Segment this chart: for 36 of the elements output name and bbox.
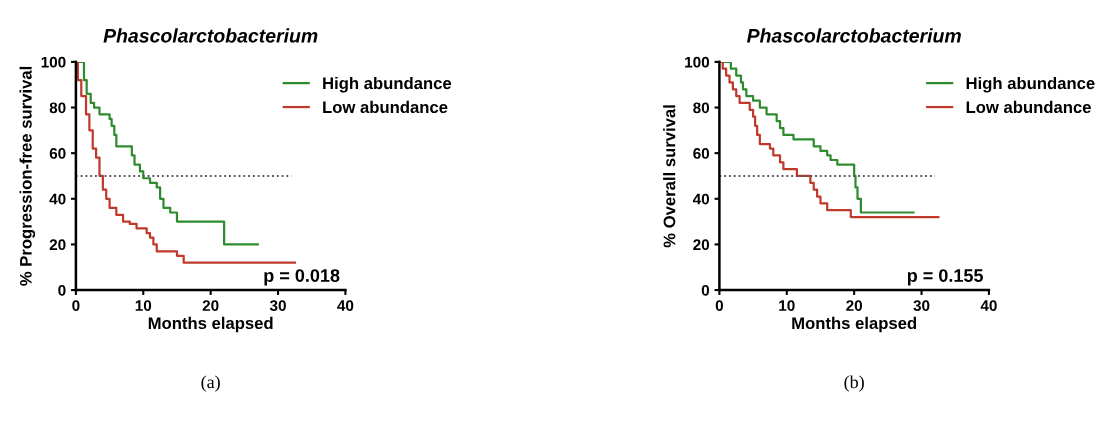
y-tick-label: 100 xyxy=(41,56,66,68)
annotation: p = 0.155 xyxy=(907,269,984,286)
y-tick-label: 0 xyxy=(58,284,66,296)
annotation: p = 0.018 xyxy=(264,269,340,286)
chart-title: Phascolarctobacterium xyxy=(746,28,961,43)
x-tick-label: 20 xyxy=(202,300,219,312)
legend-label: High abundance xyxy=(966,76,1095,93)
y-axis-title: % Overall survival xyxy=(663,105,676,248)
y-tick-label: 20 xyxy=(693,239,710,251)
y-tick-label: 20 xyxy=(49,239,66,251)
x-tick-label: 10 xyxy=(135,300,152,312)
y-tick-label: 80 xyxy=(49,102,66,114)
x-axis-title: Months elapsed xyxy=(148,316,273,333)
x-tick-label: 0 xyxy=(715,300,724,312)
text: (a) xyxy=(201,375,220,392)
y-tick-label: 60 xyxy=(693,148,710,159)
y-tick-label: 40 xyxy=(692,193,710,205)
y-tick-label: 60 xyxy=(49,148,66,159)
chart-title: Phascolarctobacterium xyxy=(103,28,318,43)
y-axis-title: % Progression-free survival xyxy=(19,66,36,286)
x-tick-label: 30 xyxy=(913,300,930,312)
legend-label: High abundance xyxy=(323,76,452,93)
x-axis-title: Months elapsed xyxy=(792,316,917,333)
x-tick-label: 40 xyxy=(980,300,997,312)
y-tick-label: 80 xyxy=(693,102,710,114)
legend-label: Low abundance xyxy=(323,100,448,114)
y-tick-label: 40 xyxy=(49,193,66,205)
y-tick-label: 0 xyxy=(701,284,710,296)
x-tick-label: 20 xyxy=(846,300,863,312)
x-tick-label: 30 xyxy=(269,300,286,312)
text: (b) xyxy=(844,375,864,392)
x-tick-label: 10 xyxy=(779,300,795,312)
x-tick-label: 40 xyxy=(337,300,354,312)
y-tick-label: 100 xyxy=(685,56,710,68)
legend-label: Low abundance xyxy=(966,100,1091,114)
x-tick-label: 0 xyxy=(72,300,80,312)
